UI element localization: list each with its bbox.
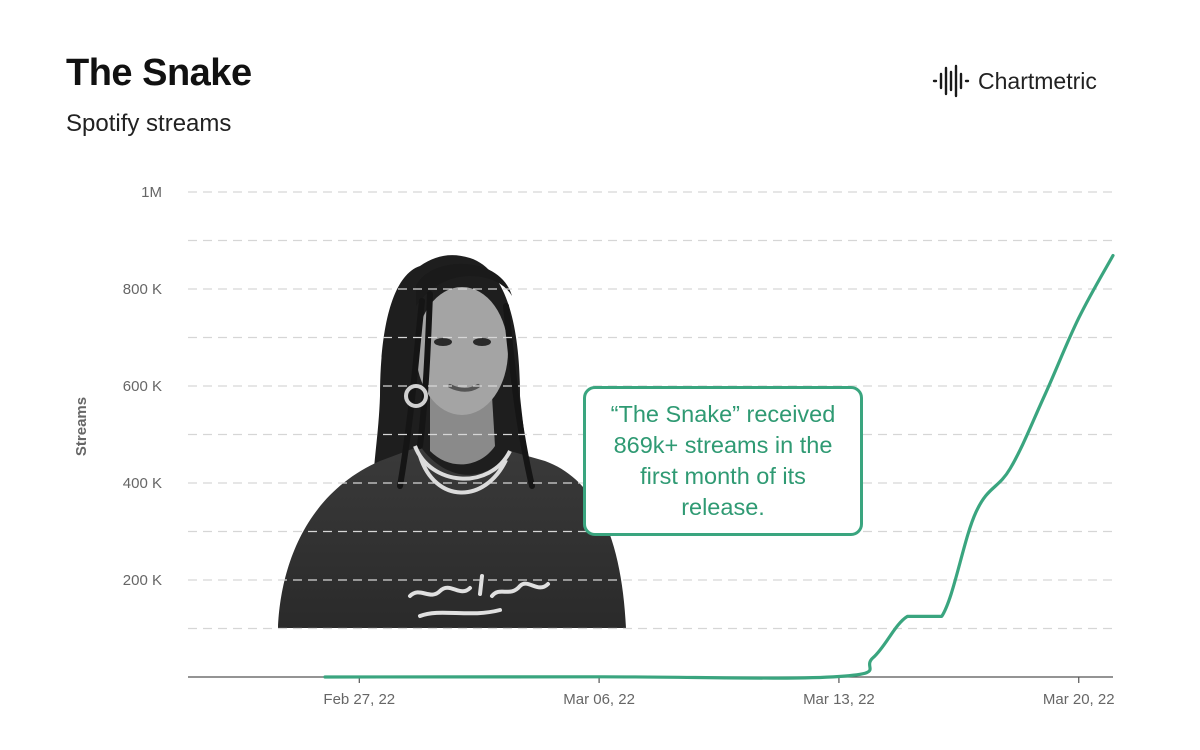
x-tick-label: Mar 20, 22 bbox=[1043, 691, 1115, 708]
brand-name: Chartmetric bbox=[978, 67, 1097, 94]
waveform-logo-icon bbox=[932, 64, 970, 98]
y-tick-label: 600 K bbox=[123, 378, 162, 395]
axis-ticks: 200 K 400 K 600 K 800 K 1M Feb 27, 22 Mar 06, … bbox=[123, 184, 1115, 708]
page-subtitle: Spotify streams bbox=[66, 110, 232, 137]
y-axis-label: Streams bbox=[73, 397, 90, 456]
series-line bbox=[323, 253, 1115, 680]
brand-logo: Chartmetric bbox=[932, 62, 1097, 100]
y-tick-label: 800 K bbox=[123, 281, 162, 298]
gridlines bbox=[188, 191, 1113, 630]
y-tick-label: 1M bbox=[141, 184, 162, 201]
artist-photo bbox=[278, 255, 626, 628]
page-title: The Snake bbox=[66, 52, 252, 94]
y-tick-label: 400 K bbox=[123, 475, 162, 492]
y-tick-label: 200 K bbox=[123, 572, 162, 589]
x-tick-label: Feb 27, 22 bbox=[323, 691, 395, 708]
x-tick-label: Mar 13, 22 bbox=[803, 691, 875, 708]
x-tick-label: Mar 06, 22 bbox=[563, 691, 635, 708]
callout-annotation: “The Snake” received 869k+ streams in th… bbox=[583, 386, 863, 536]
